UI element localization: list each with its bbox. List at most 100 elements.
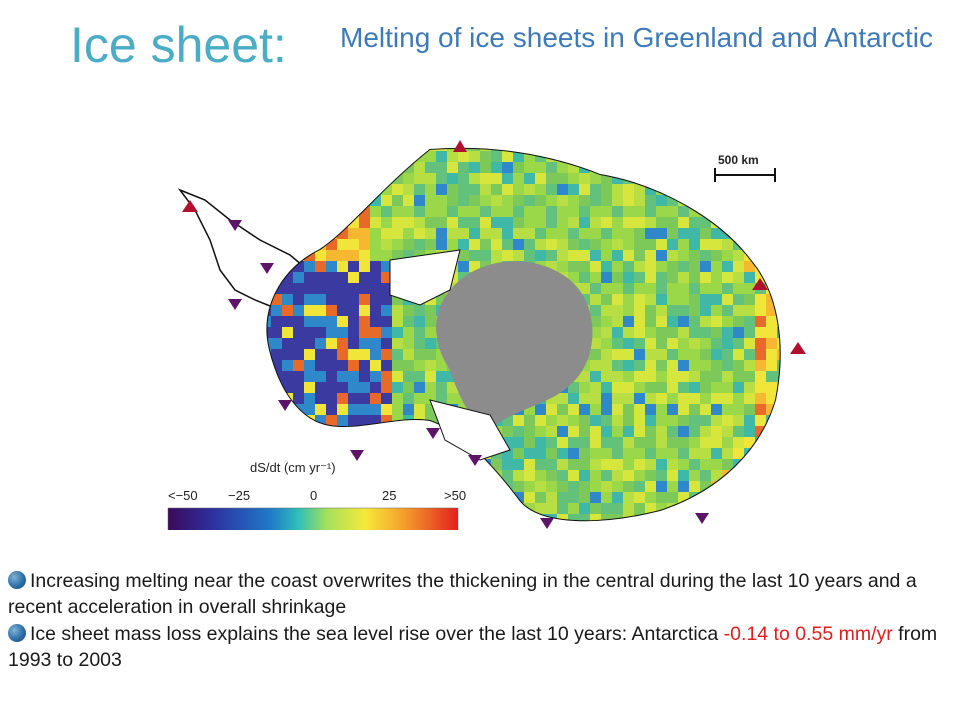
mosaic-cell: [711, 250, 722, 261]
mosaic-cell: [271, 228, 282, 239]
mosaic-cell: [623, 151, 634, 162]
mosaic-cell: [271, 492, 282, 503]
mosaic-cell: [722, 371, 733, 382]
mosaic-cell: [590, 437, 601, 448]
mosaic-cell: [744, 228, 755, 239]
mosaic-cell: [678, 162, 689, 173]
mosaic-cell: [601, 272, 612, 283]
mosaic-cell: [678, 217, 689, 228]
mosaic-cell: [513, 250, 524, 261]
mosaic-cell: [513, 459, 524, 470]
mosaic-cell: [568, 151, 579, 162]
mosaic-cell: [282, 184, 293, 195]
mosaic-cell: [480, 239, 491, 250]
mosaic-cell: [788, 272, 799, 283]
mosaic-cell: [601, 316, 612, 327]
mosaic-cell: [557, 415, 568, 426]
mosaic-cell: [645, 481, 656, 492]
mosaic-cell: [392, 217, 403, 228]
mosaic-cell: [788, 217, 799, 228]
mosaic-cell: [689, 206, 700, 217]
mosaic-cell: [392, 349, 403, 360]
mosaic-cell: [711, 338, 722, 349]
mosaic-cell: [733, 206, 744, 217]
mosaic-cell: [568, 206, 579, 217]
mosaic-cell: [337, 338, 348, 349]
mosaic-cell: [348, 239, 359, 250]
mosaic-cell: [491, 217, 502, 228]
mosaic-cell: [667, 492, 678, 503]
mosaic-cell: [623, 162, 634, 173]
mosaic-cell: [623, 316, 634, 327]
mosaic-cell: [601, 481, 612, 492]
mosaic-cell: [777, 195, 780, 206]
mosaic-cell: [645, 272, 656, 283]
mosaic-cell: [744, 294, 755, 305]
mosaic-cell: [678, 283, 689, 294]
mosaic-cell: [678, 184, 689, 195]
mosaic-cell: [656, 239, 667, 250]
mosaic-cell: [502, 217, 513, 228]
mosaic-cell: [788, 305, 799, 316]
mosaic-cell: [359, 305, 370, 316]
mosaic-cell: [267, 393, 271, 404]
mosaic-cell: [579, 195, 590, 206]
mosaic-cell: [645, 206, 656, 217]
mosaic-cell: [788, 162, 799, 173]
mosaic-cell: [392, 316, 403, 327]
mosaic-cell: [601, 184, 612, 195]
mosaic-cell: [623, 184, 634, 195]
mosaic-cell: [568, 525, 579, 530]
mosaic-cell: [293, 360, 304, 371]
mosaic-cell: [524, 228, 535, 239]
mosaic-cell: [293, 239, 304, 250]
mosaic-cell: [337, 327, 348, 338]
mosaic-cell: [733, 184, 744, 195]
mosaic-cell: [370, 404, 381, 415]
mosaic-cell: [392, 151, 403, 162]
mosaic-cell: [414, 404, 425, 415]
mosaic-cell: [337, 250, 348, 261]
mosaic-cell: [414, 239, 425, 250]
mosaic-cell: [348, 437, 359, 448]
mosaic-cell: [491, 173, 502, 184]
mosaic-cell: [359, 327, 370, 338]
mosaic-cell: [755, 272, 766, 283]
mosaic-cell: [403, 217, 414, 228]
mosaic-cell: [524, 206, 535, 217]
legend-title: dS/dt (cm yr⁻¹): [250, 460, 336, 475]
mosaic-cell: [788, 239, 799, 250]
mosaic-cell: [678, 525, 689, 530]
mosaic-cell: [315, 184, 326, 195]
mosaic-cell: [557, 217, 568, 228]
mosaic-cell: [623, 481, 634, 492]
mosaic-cell: [590, 404, 601, 415]
mosaic-cell: [370, 371, 381, 382]
mosaic-cell: [689, 338, 700, 349]
mosaic-cell: [623, 250, 634, 261]
mosaic-cell: [480, 206, 491, 217]
mosaic-cell: [766, 371, 777, 382]
mosaic-cell: [590, 459, 601, 470]
mosaic-cell: [700, 481, 711, 492]
mosaic-cell: [293, 294, 304, 305]
mosaic-cell: [634, 217, 645, 228]
mosaic-cell: [304, 239, 315, 250]
mosaic-cell: [645, 448, 656, 459]
mosaic-cell: [392, 294, 403, 305]
mosaic-cell: [623, 294, 634, 305]
mosaic-cell: [689, 316, 700, 327]
mosaic-cell: [645, 316, 656, 327]
mosaic-cell: [601, 437, 612, 448]
mosaic-cell: [777, 272, 780, 283]
mosaic-cell: [381, 360, 392, 371]
mosaic-cell: [788, 448, 799, 459]
mosaic-cell: [645, 525, 656, 530]
mosaic-cell: [304, 338, 315, 349]
mosaic-cell: [546, 217, 557, 228]
mosaic-cell: [733, 525, 744, 530]
mosaic-cell: [656, 206, 667, 217]
mosaic-cell: [370, 294, 381, 305]
mosaic-cell: [733, 228, 744, 239]
mosaic-cell: [645, 327, 656, 338]
